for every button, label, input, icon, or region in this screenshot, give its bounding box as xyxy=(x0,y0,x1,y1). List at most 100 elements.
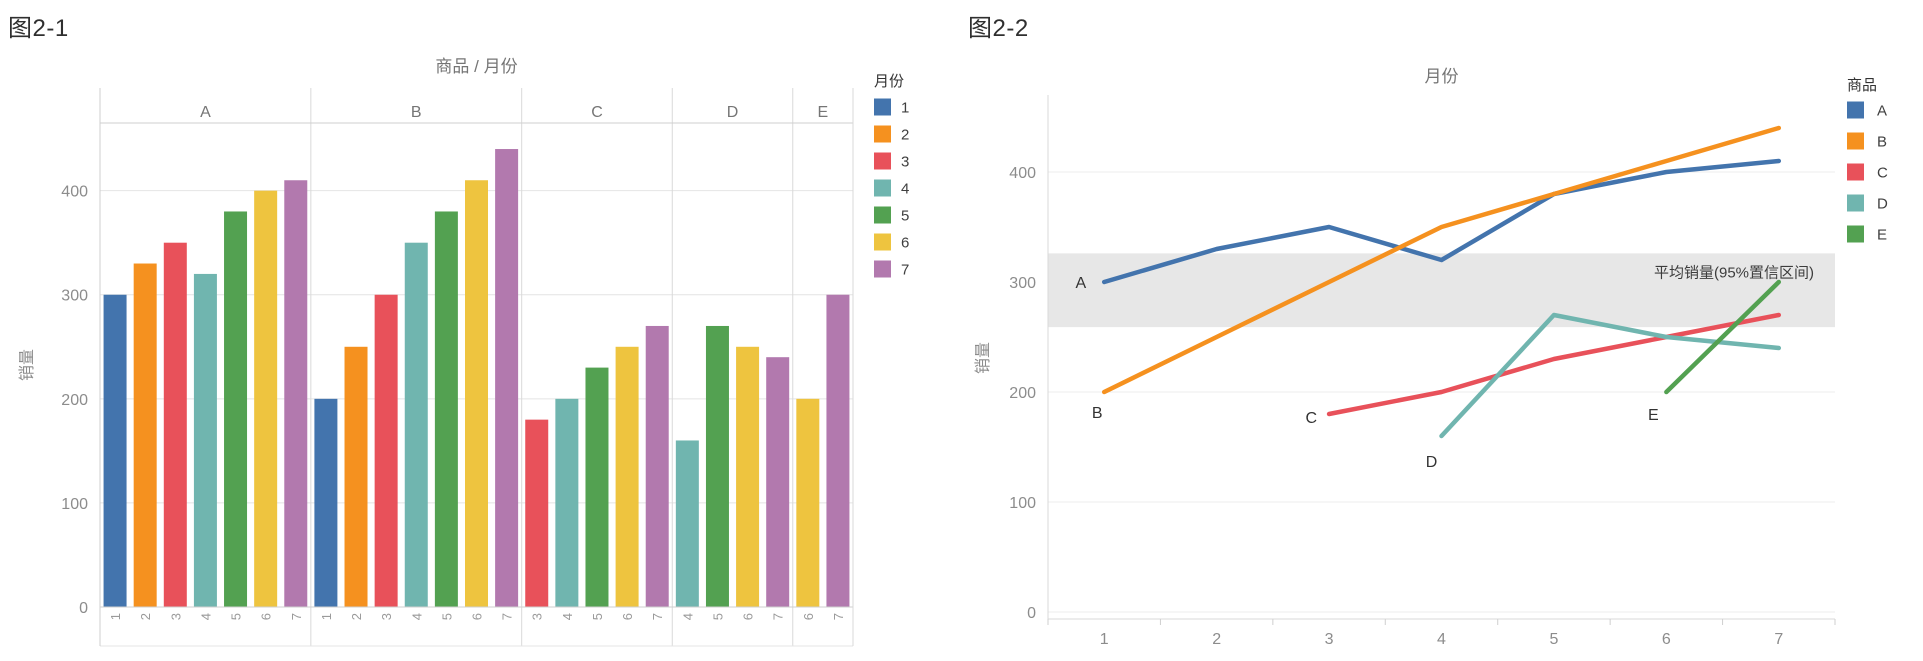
x-tick-label: 1 xyxy=(1100,631,1109,648)
bar-C-6 xyxy=(615,346,639,607)
x-tick-label: 4 xyxy=(560,613,575,620)
legend-label-product-E: E xyxy=(1877,227,1887,244)
y-axis-title: 销量 xyxy=(974,342,992,374)
legend-swatch-month-5 xyxy=(874,206,891,224)
x-tick-label: 4 xyxy=(198,613,213,620)
x-tick-label: 3 xyxy=(1325,631,1334,648)
y-axis-title: 销量 xyxy=(18,349,36,381)
group-label-B: B xyxy=(411,104,422,121)
bar-A-5 xyxy=(224,211,248,607)
legend2-title: 商品 xyxy=(1847,77,1877,94)
legend-label-month-2: 2 xyxy=(901,127,909,144)
confidence-band-label: 平均销量(95%置信区间) xyxy=(1654,264,1814,281)
bar-E-6 xyxy=(796,398,820,607)
y-tick-label: 300 xyxy=(61,288,88,305)
x-tick-label: 6 xyxy=(470,613,485,620)
chart2-title: 月份 xyxy=(1425,67,1459,86)
series-start-label-A: A xyxy=(1076,275,1087,292)
x-tick-label: 6 xyxy=(1662,631,1671,648)
y-tick-label: 400 xyxy=(1009,165,1036,182)
series-line-D xyxy=(1439,312,1782,439)
bar-B-4 xyxy=(404,242,428,608)
legend-swatch-product-C xyxy=(1847,163,1864,181)
bar-C-7 xyxy=(645,325,669,607)
legend-swatch-product-E xyxy=(1847,225,1864,243)
legend-label-month-5: 5 xyxy=(901,208,909,225)
x-tick-label: 6 xyxy=(801,613,816,620)
bar-B-6 xyxy=(465,180,488,607)
series-start-label-C: C xyxy=(1306,410,1318,427)
figure-label-2-2: 图2-2 xyxy=(968,15,1029,42)
legend-label-product-D: D xyxy=(1877,196,1888,213)
legend-label-month-1: 1 xyxy=(901,100,909,117)
x-tick-label: 4 xyxy=(409,613,424,620)
bar-A-6 xyxy=(254,190,278,607)
y-tick-label: 200 xyxy=(61,392,88,409)
series-line-A xyxy=(1101,158,1782,285)
bar-E-7 xyxy=(826,294,850,607)
x-tick-label: 3 xyxy=(168,613,183,620)
x-tick-label: 5 xyxy=(590,613,605,620)
grouped-bar-chart: 商品 / 月份 A 1 2 3 4 5 6 7 B 1 2 3 4 5 6 7 C 3 4 5 6 7 D 4 5 6 7 E 6 7 0 10… xyxy=(18,57,909,647)
x-tick-label: 1 xyxy=(319,613,334,620)
bar-B-7 xyxy=(495,149,519,608)
confidence-band xyxy=(1048,253,1835,328)
legend-swatch-product-B xyxy=(1847,132,1864,150)
x-tick-label: 5 xyxy=(710,613,725,620)
legend1-title: 月份 xyxy=(874,73,904,90)
chart1-title: 商品 / 月份 xyxy=(435,57,517,76)
x-tick-label: 7 xyxy=(771,613,786,620)
legend-swatch-month-6 xyxy=(874,233,891,251)
bar-B-3 xyxy=(374,294,398,607)
y-tick-label: 100 xyxy=(1009,495,1036,512)
series-start-label-D: D xyxy=(1426,454,1438,471)
bar-A-1 xyxy=(103,294,127,607)
bar-C-3 xyxy=(525,419,549,607)
bar-A-2 xyxy=(133,263,157,607)
legend-label-month-7: 7 xyxy=(901,262,909,279)
x-tick-label: 2 xyxy=(349,613,364,620)
bar-B-5 xyxy=(434,211,458,607)
group-label-D: D xyxy=(727,104,739,121)
bar-C-5 xyxy=(585,367,609,607)
x-tick-label: 7 xyxy=(831,613,846,620)
legend-swatch-month-7 xyxy=(874,260,891,278)
bar-A-3 xyxy=(163,242,187,608)
x-tick-label: 5 xyxy=(1549,631,1558,648)
bar-B-2 xyxy=(344,346,368,607)
y-tick-label: 300 xyxy=(1009,275,1036,292)
legend-label-month-6: 6 xyxy=(901,235,909,252)
group-label-E: E xyxy=(818,104,829,121)
legend-label-product-B: B xyxy=(1877,134,1887,151)
bar-A-7 xyxy=(284,180,308,607)
group-label-A: A xyxy=(200,104,211,121)
legend-label-month-3: 3 xyxy=(901,154,909,171)
bar-D-4 xyxy=(675,440,699,607)
legend-swatch-product-A xyxy=(1847,101,1864,119)
legend-swatch-month-3 xyxy=(874,152,891,170)
x-tick-label: 4 xyxy=(1437,631,1446,648)
bar-C-4 xyxy=(555,398,579,607)
x-tick-label: 7 xyxy=(289,613,304,620)
y-tick-label: 400 xyxy=(61,184,88,201)
legend-label-month-4: 4 xyxy=(901,181,909,198)
x-tick-label: 6 xyxy=(620,613,635,620)
series-start-label-B: B xyxy=(1092,405,1103,422)
y-tick-label: 100 xyxy=(61,496,88,513)
figure-label-2-1: 图2-1 xyxy=(8,15,69,42)
group-label-C: C xyxy=(591,104,603,121)
series-line-B xyxy=(1101,125,1782,395)
legend-label-product-A: A xyxy=(1877,103,1887,120)
bar-B-1 xyxy=(314,398,338,607)
x-tick-label: 5 xyxy=(229,613,244,620)
x-tick-label: 2 xyxy=(1212,631,1221,648)
x-tick-label: 3 xyxy=(379,613,394,620)
legend-swatch-month-1 xyxy=(874,98,891,116)
series-line-C xyxy=(1326,312,1782,417)
series-line-E xyxy=(1664,279,1782,395)
series-start-label-E: E xyxy=(1648,407,1659,424)
legend-label-product-C: C xyxy=(1877,165,1888,182)
x-tick-label: 3 xyxy=(530,613,545,620)
